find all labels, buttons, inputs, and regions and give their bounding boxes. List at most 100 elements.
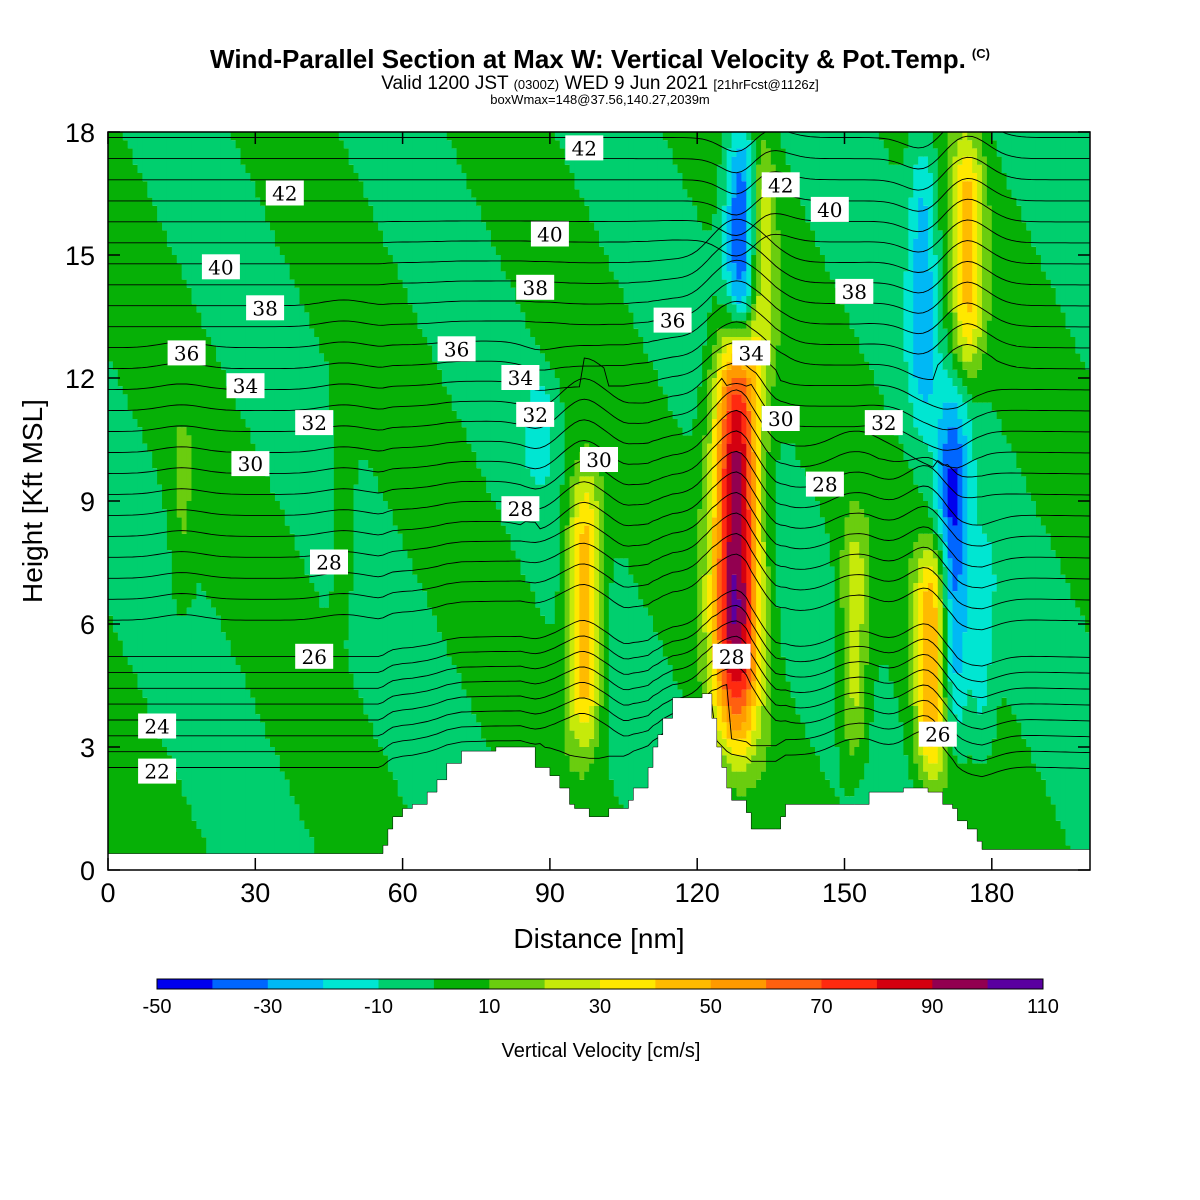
w-cell — [157, 484, 163, 739]
w-cell — [721, 386, 728, 419]
w-cell — [122, 140, 129, 395]
w-cell — [662, 140, 669, 395]
w-cell — [913, 164, 919, 239]
w-cell — [726, 328, 733, 337]
colorbar-tick-label: 10 — [478, 996, 500, 1018]
colorbar-tick-label: -50 — [143, 996, 172, 1018]
w-cell — [972, 132, 978, 149]
w-cell — [176, 615, 183, 780]
w-cell — [505, 279, 512, 534]
w-cell — [196, 829, 202, 870]
w-cell — [746, 730, 752, 747]
w-cell — [942, 607, 949, 698]
w-cell — [1006, 706, 1013, 870]
theta-label-box — [265, 180, 304, 206]
w-cell — [1065, 132, 1071, 329]
w-cell — [191, 132, 197, 305]
w-cell — [937, 771, 944, 797]
w-cell — [667, 410, 674, 665]
w-cell — [873, 386, 880, 682]
w-cell — [1070, 337, 1076, 600]
w-cell — [952, 525, 959, 592]
w-cell — [790, 443, 796, 698]
w-cell — [721, 279, 728, 305]
w-cell — [1080, 615, 1086, 870]
w-cell — [108, 615, 114, 870]
w-cell — [711, 214, 718, 296]
w-cell — [918, 394, 924, 436]
colorbar-swatch — [544, 979, 601, 989]
w-cell — [903, 361, 909, 460]
y-tick-label: 9 — [80, 487, 95, 517]
w-cell — [152, 468, 158, 723]
w-cell — [883, 132, 890, 149]
w-cell — [667, 148, 674, 411]
w-cell — [1021, 222, 1027, 477]
w-cell — [348, 164, 355, 592]
w-cell — [913, 132, 919, 165]
w-cell — [824, 271, 831, 534]
w-cell — [893, 164, 900, 436]
w-cell — [1065, 583, 1071, 846]
w-cell — [775, 607, 782, 870]
w-cell — [741, 378, 747, 403]
w-cell — [186, 804, 193, 870]
w-cell — [829, 279, 836, 567]
w-cell — [854, 542, 860, 706]
w-cell — [962, 304, 968, 337]
w-cell — [1006, 189, 1013, 444]
colorbar-swatch — [378, 979, 435, 989]
w-cell — [937, 353, 944, 419]
w-cell — [584, 132, 590, 206]
w-cell — [932, 558, 939, 575]
w-cell — [702, 574, 708, 633]
w-cell — [613, 279, 620, 559]
w-cell — [937, 574, 944, 600]
w-cell — [731, 132, 738, 157]
w-cell — [378, 230, 384, 493]
w-cell — [358, 181, 364, 460]
w-cell — [923, 591, 929, 731]
w-cell — [927, 517, 934, 534]
theta-label-box — [138, 713, 177, 739]
w-cell — [436, 132, 443, 370]
w-cell — [986, 665, 993, 756]
w-cell — [1035, 771, 1042, 870]
theta-label: 32 — [864, 410, 903, 436]
w-cell — [947, 517, 954, 559]
w-cell — [981, 353, 988, 403]
w-cell — [554, 140, 561, 378]
w-cell — [937, 747, 944, 772]
w-cell — [981, 533, 988, 706]
w-cell — [947, 599, 954, 682]
w-cell — [471, 197, 477, 452]
w-cell — [603, 132, 610, 255]
w-cell — [721, 205, 728, 280]
w-cell — [584, 476, 590, 493]
w-cell — [731, 156, 738, 198]
w-cell — [162, 230, 168, 510]
theta-label-text: 36 — [174, 341, 199, 365]
w-cell — [515, 304, 522, 559]
theta-label-text: 28 — [719, 645, 744, 669]
theta-label: 22 — [138, 758, 177, 784]
w-cell — [746, 509, 752, 657]
w-cell — [785, 443, 792, 682]
w-cell — [230, 132, 237, 141]
w-cell — [225, 640, 232, 870]
w-cell — [756, 738, 762, 780]
w-cell — [535, 386, 541, 485]
theta-label: 28 — [805, 471, 844, 497]
w-cell — [589, 509, 595, 706]
theta-label: 42 — [265, 180, 304, 206]
w-cell — [643, 607, 649, 862]
w-cell — [707, 230, 713, 313]
w-cell — [780, 443, 787, 657]
w-cell — [599, 132, 605, 247]
theta-label-box — [516, 274, 555, 300]
w-cell — [495, 132, 502, 255]
w-cell — [864, 361, 870, 518]
w-cell — [736, 312, 742, 321]
w-cell — [579, 697, 585, 723]
w-cell — [815, 246, 821, 501]
